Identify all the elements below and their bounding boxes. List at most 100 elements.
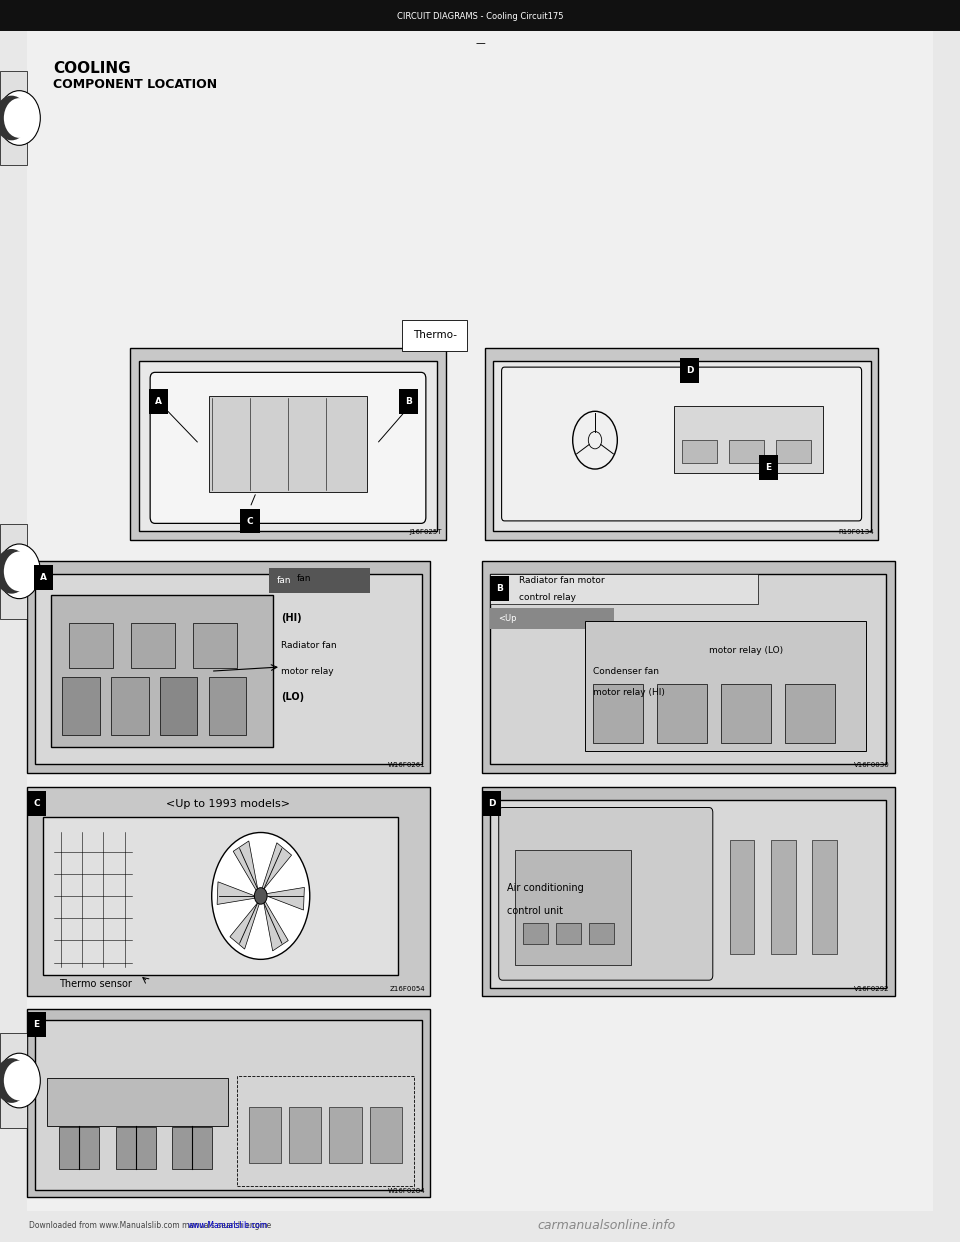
Bar [523, 923, 548, 944]
Bar [62, 677, 100, 735]
Text: J16F025T: J16F025T [409, 529, 442, 535]
Polygon shape [229, 903, 259, 949]
Text: (LO): (LO) [281, 692, 304, 702]
FancyBboxPatch shape [150, 373, 426, 523]
Bar [485, 348, 878, 540]
Circle shape [212, 832, 310, 959]
Bar [131, 622, 176, 668]
Bar [208, 677, 246, 735]
Bar [812, 840, 837, 954]
Bar [35, 1020, 422, 1190]
Bar [515, 850, 631, 965]
Bar [111, 677, 149, 735]
Text: COMPONENT LOCATION: COMPONENT LOCATION [53, 78, 217, 91]
Text: E: E [765, 462, 771, 472]
Bar [0, 1033, 27, 1128]
Bar [249, 1107, 281, 1164]
Polygon shape [233, 841, 258, 891]
Bar [721, 684, 771, 743]
Bar [589, 923, 614, 944]
Circle shape [0, 1058, 29, 1103]
Bar [0, 71, 27, 165]
Bar [35, 565, 54, 590]
Bar [0, 524, 27, 619]
Bar [149, 389, 168, 414]
Text: —: — [475, 39, 485, 48]
Text: B: B [496, 584, 503, 594]
Bar [482, 787, 895, 996]
Bar [69, 622, 113, 668]
Text: Condenser fan: Condenser fan [593, 667, 660, 676]
Bar [776, 440, 811, 463]
Text: motor relay (LO): motor relay (LO) [708, 646, 783, 655]
Bar [27, 561, 430, 773]
Bar [758, 455, 778, 479]
Bar [658, 684, 707, 743]
Text: V16F0292: V16F0292 [854, 986, 890, 992]
Text: COOLING: COOLING [53, 61, 131, 76]
Bar [27, 1009, 430, 1197]
Text: Thermo sensor: Thermo sensor [60, 979, 132, 989]
Text: Z16F0054: Z16F0054 [390, 986, 425, 992]
Bar [370, 1107, 402, 1164]
Text: W16F0284: W16F0284 [388, 1187, 425, 1194]
Bar [139, 361, 437, 530]
Bar [159, 677, 198, 735]
Circle shape [4, 1061, 35, 1100]
Bar [130, 348, 446, 540]
Text: Thermo-: Thermo- [413, 330, 457, 340]
Bar [674, 405, 824, 473]
Text: W16F0261: W16F0261 [388, 761, 425, 768]
Text: V16F0030: V16F0030 [854, 761, 890, 768]
Text: fan: fan [276, 576, 292, 585]
Text: D: D [685, 366, 693, 375]
Text: A: A [40, 573, 47, 582]
Bar [27, 791, 46, 816]
Bar [593, 684, 643, 743]
Bar [27, 787, 430, 996]
Bar [172, 1128, 212, 1169]
Bar [491, 574, 758, 604]
Bar [47, 1078, 228, 1125]
Bar [269, 568, 370, 594]
Bar [491, 800, 886, 987]
Text: control relay: control relay [519, 592, 576, 602]
Bar [682, 440, 717, 463]
Bar [785, 684, 835, 743]
Text: motor relay: motor relay [281, 667, 333, 676]
Bar [289, 1107, 322, 1164]
Text: C: C [34, 799, 39, 809]
Circle shape [4, 98, 35, 138]
Text: fan: fan [297, 574, 312, 582]
Bar [43, 817, 397, 975]
Circle shape [0, 96, 29, 140]
Bar [398, 389, 418, 414]
Bar [193, 622, 237, 668]
Text: Radiator fan motor: Radiator fan motor [519, 576, 605, 585]
Text: E: E [34, 1020, 39, 1030]
Bar [115, 1128, 156, 1169]
Bar [482, 791, 501, 816]
Bar [27, 1012, 46, 1037]
Bar [51, 595, 273, 748]
Bar [236, 1077, 414, 1186]
Bar [730, 840, 755, 954]
Text: CIRCUIT DIAGRAMS - Cooling Circuit175: CIRCUIT DIAGRAMS - Cooling Circuit175 [396, 11, 564, 21]
Text: <Up: <Up [498, 614, 516, 623]
Text: www.Manualslib.com: www.Manualslib.com [187, 1221, 268, 1231]
Text: Air conditioning: Air conditioning [507, 883, 584, 893]
Bar [35, 574, 422, 764]
Bar [60, 1128, 100, 1169]
Polygon shape [262, 843, 292, 889]
Bar [482, 561, 895, 773]
Text: Downloaded from www.Manualslib.com manuals search engine: Downloaded from www.Manualslib.com manua… [29, 1221, 271, 1231]
Bar [491, 576, 510, 601]
Bar [771, 840, 796, 954]
Text: (HI): (HI) [281, 614, 301, 623]
Circle shape [254, 888, 267, 904]
Text: B: B [405, 397, 412, 406]
Bar [491, 574, 886, 764]
Text: D: D [488, 799, 495, 809]
Circle shape [4, 551, 35, 591]
Circle shape [0, 544, 40, 599]
